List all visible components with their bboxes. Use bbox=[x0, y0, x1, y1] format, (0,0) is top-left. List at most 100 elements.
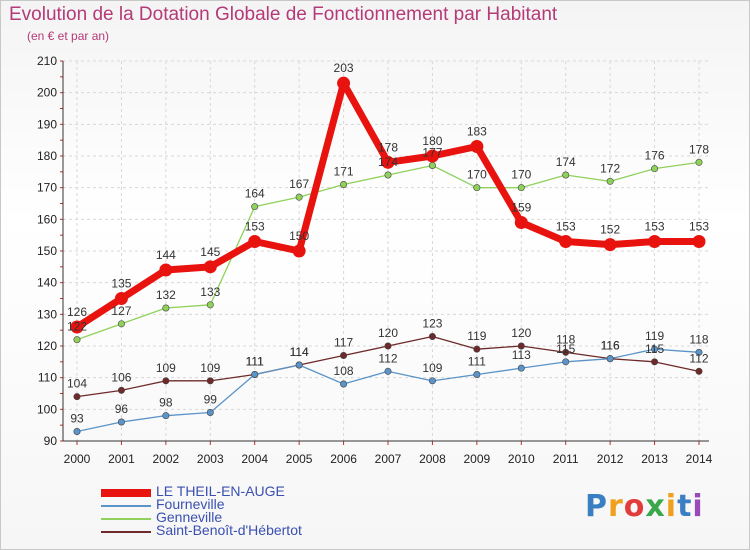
data-label: 153 bbox=[245, 220, 265, 234]
data-label: 132 bbox=[156, 288, 176, 302]
x-tick-label: 2007 bbox=[375, 452, 402, 466]
data-point bbox=[162, 412, 170, 420]
data-label: 144 bbox=[156, 248, 176, 262]
data-label: 115 bbox=[556, 342, 575, 356]
x-tick-label: 2005 bbox=[286, 452, 313, 466]
data-label: 117 bbox=[334, 336, 353, 350]
data-point bbox=[114, 292, 128, 305]
data-label: 164 bbox=[245, 187, 265, 201]
data-point bbox=[117, 418, 125, 426]
data-point bbox=[117, 320, 125, 328]
data-label: 174 bbox=[378, 155, 398, 169]
data-point bbox=[337, 76, 351, 90]
data-point bbox=[562, 348, 570, 356]
data-point bbox=[251, 203, 259, 211]
data-label: 127 bbox=[111, 304, 131, 318]
data-point bbox=[562, 171, 570, 179]
data-point bbox=[695, 367, 703, 375]
data-point bbox=[695, 158, 703, 166]
data-point bbox=[473, 345, 481, 353]
data-label: 126 bbox=[67, 305, 87, 319]
data-label: 118 bbox=[689, 332, 708, 346]
data-point bbox=[248, 235, 262, 248]
data-point bbox=[340, 380, 348, 388]
data-point bbox=[428, 377, 436, 385]
y-tick-label: 120 bbox=[37, 339, 57, 353]
data-label: 109 bbox=[200, 361, 220, 375]
data-point bbox=[206, 301, 214, 309]
legend-swatch bbox=[101, 518, 151, 520]
data-label: 135 bbox=[111, 277, 131, 291]
data-label: 122 bbox=[67, 320, 87, 334]
data-label: 159 bbox=[511, 201, 531, 215]
y-tick-label: 200 bbox=[37, 86, 57, 100]
data-label: 178 bbox=[378, 140, 398, 154]
data-label: 111 bbox=[468, 355, 487, 369]
data-label: 178 bbox=[689, 142, 709, 156]
data-label: 123 bbox=[422, 317, 442, 331]
data-label: 170 bbox=[467, 168, 487, 182]
data-label: 183 bbox=[467, 125, 487, 139]
data-point bbox=[295, 361, 303, 369]
x-tick-label: 2002 bbox=[153, 452, 180, 466]
data-point bbox=[117, 386, 125, 394]
data-point bbox=[559, 235, 573, 248]
data-point bbox=[162, 377, 170, 385]
data-label: 112 bbox=[378, 351, 397, 365]
x-tick-label: 2003 bbox=[197, 452, 224, 466]
data-label: 114 bbox=[290, 345, 309, 359]
data-labels: 104 106 109 109 111 114 117 120 123 119 120 118 116 1… bbox=[67, 61, 709, 425]
data-point bbox=[603, 238, 617, 252]
data-point bbox=[70, 320, 84, 334]
data-label: 109 bbox=[156, 361, 176, 375]
data-point bbox=[514, 216, 528, 229]
data-point bbox=[562, 358, 570, 366]
y-tick-label: 110 bbox=[38, 371, 57, 385]
data-label: 180 bbox=[422, 134, 442, 148]
line-chart: 90 100 110 120 130 140 150 160 170 180 190 200 210 20… bbox=[37, 54, 713, 466]
data-label: 111 bbox=[246, 355, 265, 369]
x-tick-label: 2013 bbox=[641, 452, 668, 466]
logo-letter: i bbox=[665, 489, 678, 524]
y-tick-label: 100 bbox=[37, 402, 57, 416]
data-label: 112 bbox=[689, 351, 708, 365]
data-label: 177 bbox=[422, 146, 442, 160]
logo-letter: i bbox=[692, 489, 704, 524]
data-point bbox=[517, 364, 525, 372]
data-label: 93 bbox=[70, 412, 84, 426]
legend-label: Saint-Benoît-d'Hébertot bbox=[156, 522, 302, 538]
logo-letter: o bbox=[623, 489, 646, 524]
data-point bbox=[340, 181, 348, 189]
x-tick-label: 2012 bbox=[597, 452, 624, 466]
data-point bbox=[206, 377, 214, 385]
data-label: 113 bbox=[512, 348, 531, 362]
data-label: 104 bbox=[67, 377, 87, 391]
data-point bbox=[470, 140, 484, 153]
data-point bbox=[428, 162, 436, 170]
data-label: 176 bbox=[645, 149, 665, 163]
logo-letter: r bbox=[608, 489, 624, 524]
y-tick-label: 190 bbox=[37, 117, 57, 131]
y-tick-label: 140 bbox=[37, 276, 57, 290]
data-point bbox=[203, 260, 217, 274]
data-label: 174 bbox=[556, 155, 576, 169]
axes: 90 100 110 120 130 140 150 160 170 180 190 200 210 20… bbox=[37, 54, 713, 466]
data-point bbox=[606, 355, 614, 363]
legend-swatch bbox=[101, 489, 151, 497]
data-label: 119 bbox=[467, 329, 486, 343]
data-label: 145 bbox=[200, 245, 220, 259]
data-point bbox=[384, 342, 392, 350]
data-label: 114 bbox=[290, 345, 309, 359]
data-label: 118 bbox=[556, 332, 575, 346]
data-label: 172 bbox=[600, 161, 620, 175]
series-layer bbox=[70, 76, 706, 435]
y-tick-label: 90 bbox=[44, 434, 58, 448]
data-point bbox=[517, 342, 525, 350]
data-point bbox=[648, 235, 662, 248]
data-label: 119 bbox=[645, 329, 664, 343]
data-label: 167 bbox=[289, 177, 309, 191]
data-point bbox=[251, 370, 259, 378]
legend-label: Genneville bbox=[156, 509, 223, 525]
y-tick-label: 160 bbox=[37, 212, 57, 226]
